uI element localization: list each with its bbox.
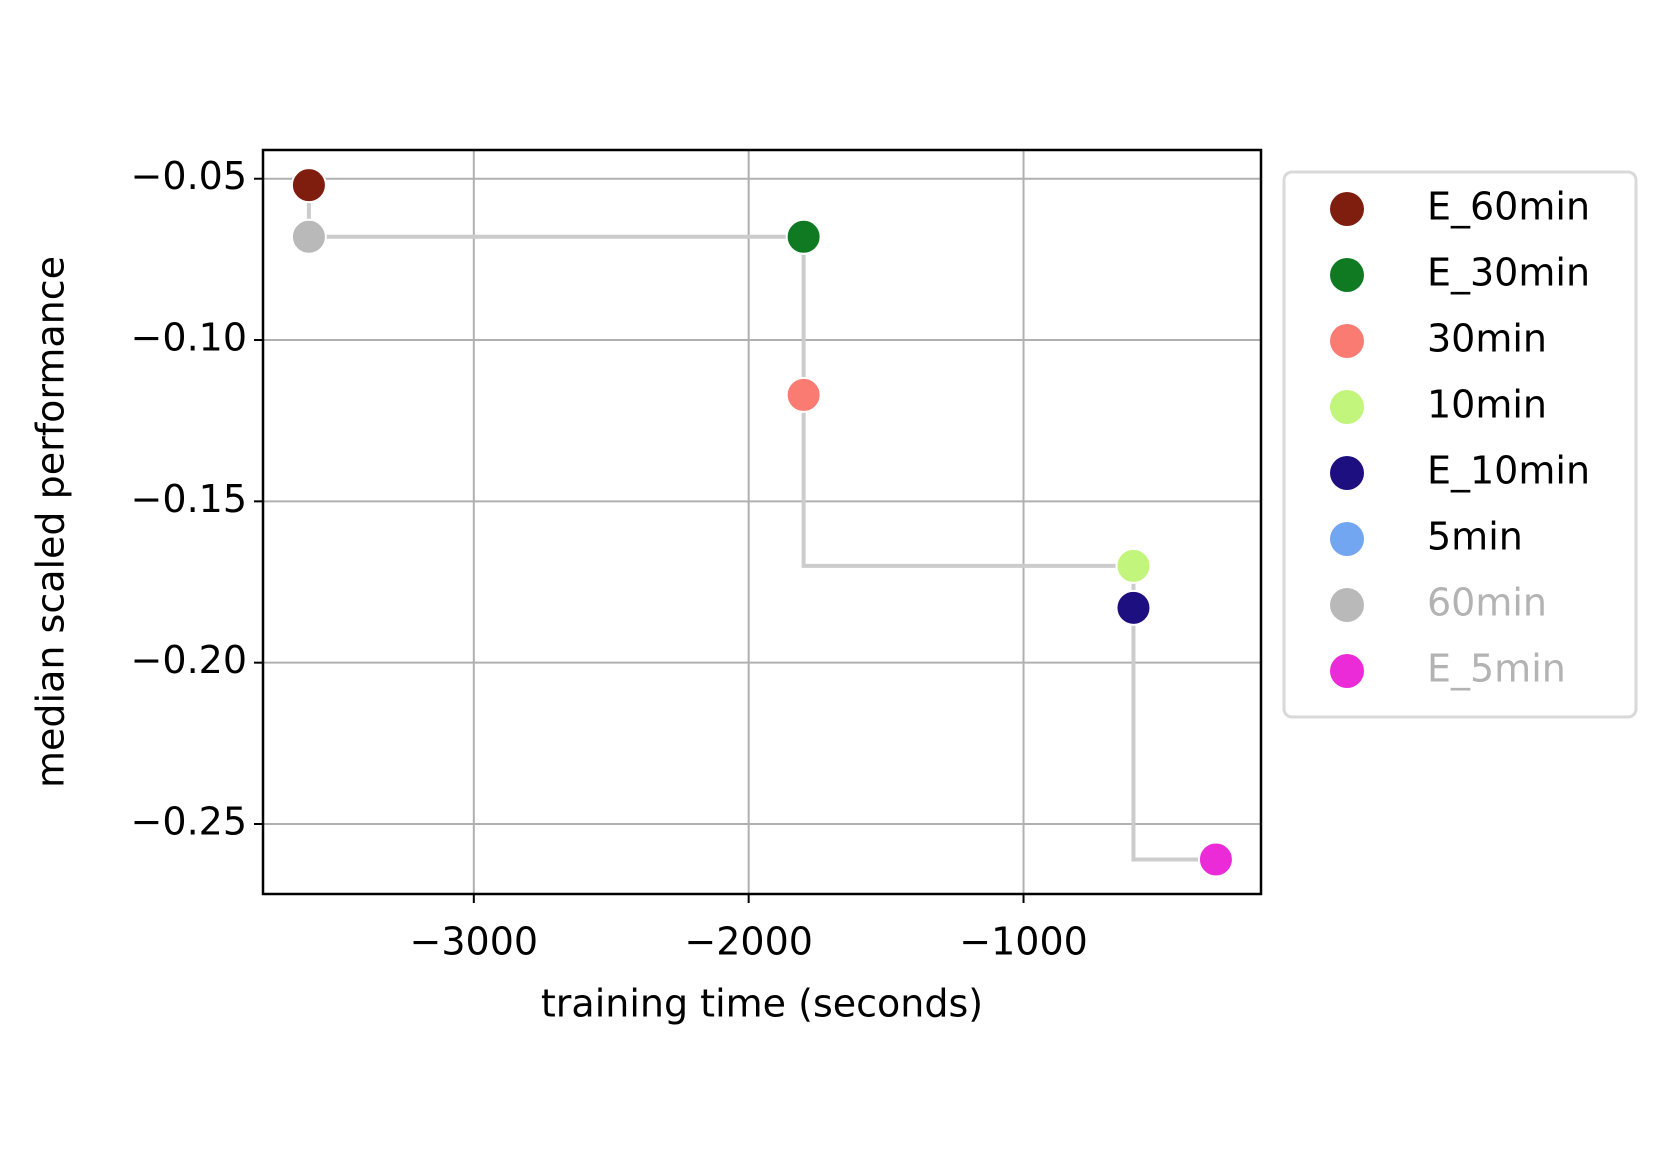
plot-frame xyxy=(261,148,1263,896)
point xyxy=(290,167,327,204)
legend-label: 10min xyxy=(1427,383,1547,427)
x-tick-label: −1000 xyxy=(959,920,1088,964)
legend-marker xyxy=(1330,654,1364,688)
y-tick-label: −0.20 xyxy=(131,638,247,682)
legend-label: E_10min xyxy=(1427,449,1590,493)
legend-frame xyxy=(1282,170,1638,719)
y-axis-label: median scaled performance xyxy=(29,256,73,788)
y-tick-label: −0.15 xyxy=(131,477,247,521)
point xyxy=(785,376,822,413)
legend-marker xyxy=(1330,456,1364,490)
y-tick-label: −0.10 xyxy=(131,316,247,360)
plot-area xyxy=(263,150,1261,894)
point xyxy=(290,218,327,255)
legend-label: 5min xyxy=(1427,515,1523,559)
frontier-line xyxy=(306,185,1216,862)
point xyxy=(1115,589,1152,626)
y-tick-label: −0.25 xyxy=(131,799,247,843)
legend-marker xyxy=(1330,588,1364,622)
legend-marker xyxy=(1330,192,1364,226)
point xyxy=(785,218,822,255)
legend: E_60min E_30min 30min 10min E_10min 5min 60min… xyxy=(1282,170,1638,719)
legend-marker xyxy=(1330,324,1364,358)
x-tick-label: −3000 xyxy=(410,920,539,964)
legend-label: E_30min xyxy=(1427,251,1590,295)
point xyxy=(1197,841,1234,878)
legend-marker xyxy=(1330,390,1364,424)
x-axis-label: training time (seconds) xyxy=(541,982,983,1026)
y-tick-label: −0.05 xyxy=(131,154,247,198)
legend-label: 30min xyxy=(1427,317,1547,361)
point xyxy=(1115,547,1152,584)
x-tick-label: −2000 xyxy=(684,920,813,964)
legend-label: 60min xyxy=(1427,581,1547,625)
legend-marker xyxy=(1330,258,1364,292)
legend-label: E_5min xyxy=(1427,647,1566,691)
legend-marker xyxy=(1330,522,1364,556)
legend-label: E_60min xyxy=(1427,185,1590,229)
